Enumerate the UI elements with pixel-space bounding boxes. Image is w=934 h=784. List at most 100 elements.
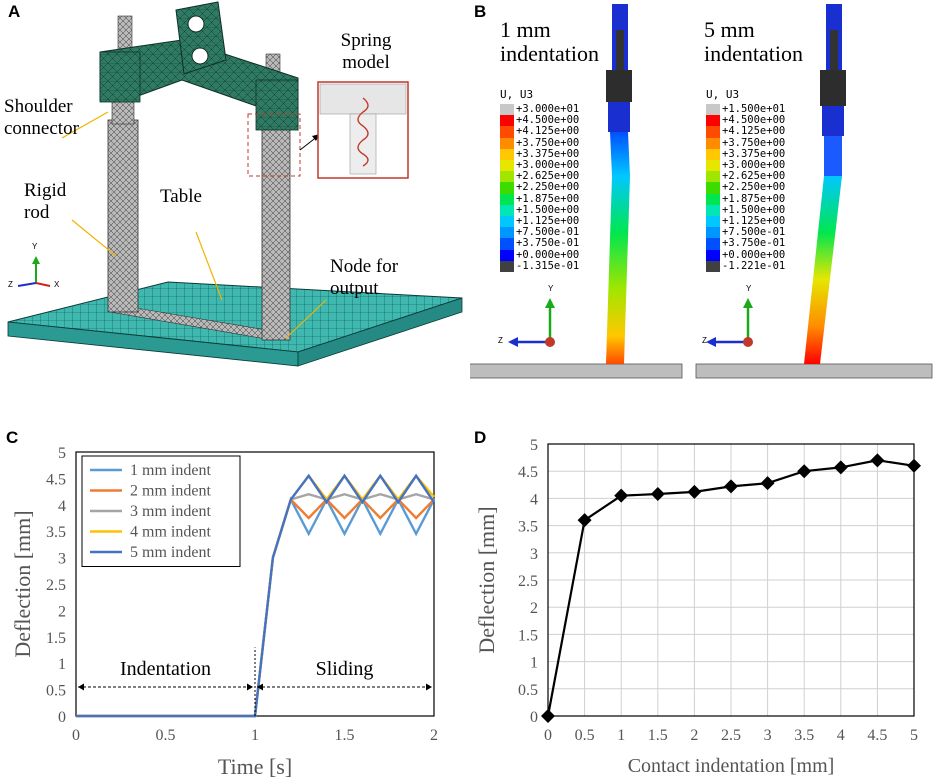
- colorbar-label: +2.250e+00: [722, 181, 786, 194]
- x-tick-label: 5: [910, 727, 918, 744]
- y-tick-label: 4: [58, 498, 66, 515]
- colorbar-level: +3.000e+00: [706, 159, 785, 172]
- colorbar-level: +2.250e+00: [706, 181, 786, 194]
- x-tick-label: 3.5: [794, 727, 814, 744]
- x-tick-label: 0.5: [156, 727, 176, 744]
- data-point-diamond: [907, 458, 921, 473]
- data-point-diamond: [833, 460, 848, 475]
- colorbar-level: -1.315e-01: [500, 259, 580, 272]
- left-rigid-rod: [107, 119, 139, 313]
- x-tick-label: 0: [544, 727, 552, 744]
- colorbar-label: +2.625e+00: [516, 170, 580, 183]
- y-tick-label: 3.5: [46, 524, 66, 541]
- colorbar-level: +3.000e+01: [500, 103, 579, 116]
- colorbar-label: +1.125e+00: [722, 215, 786, 227]
- colorbar-label: +3.750e-01: [516, 237, 580, 250]
- y-tick-label: 0: [530, 709, 538, 726]
- x-axis-label: Time [s]: [218, 754, 292, 779]
- colorbar-swatch: [706, 137, 720, 149]
- colorbar-level: +3.750e+00: [500, 137, 579, 149]
- colorbar-swatch: [500, 137, 514, 149]
- colorbar-label: -1.221e-01: [722, 259, 786, 272]
- colorbar-level: +3.375e+00: [706, 147, 786, 160]
- colorbar-label: +7.500e-01: [516, 226, 580, 239]
- arrow-head: [426, 683, 432, 691]
- colorbar-swatch: [500, 115, 514, 127]
- colorbar-swatch: [500, 126, 514, 138]
- panel-a-label-rigid-rod: Rigid rod: [24, 180, 67, 223]
- colorbar-level: +3.750e-01: [706, 237, 786, 250]
- panel-b-right-axis-y: Y: [746, 284, 752, 293]
- x-tick-label: 0.5: [575, 727, 595, 744]
- colorbar-swatch: [706, 182, 720, 194]
- x-tick-label: 2.5: [721, 727, 741, 744]
- colorbar-level: +1.500e+00: [500, 204, 579, 216]
- colorbar-label: -1.315e-01: [516, 259, 580, 272]
- colorbar-swatch: [500, 260, 514, 272]
- colorbar-level: +4.125e+00: [500, 125, 580, 138]
- data-point-diamond: [724, 479, 738, 494]
- x-axis-label: Contact indentation [mm]: [628, 755, 835, 777]
- colorbar-level: +7.500e-01: [706, 226, 785, 239]
- colorbar-swatch: [706, 104, 720, 116]
- colorbar-swatch: [706, 126, 720, 138]
- colorbar-level: +1.500e+01: [706, 103, 786, 116]
- legend-label: 1 mm indent: [130, 462, 211, 479]
- legend-label: 3 mm indent: [130, 503, 211, 520]
- panel-b-left-axis-y: Y: [548, 284, 554, 293]
- data-point-diamond: [687, 484, 702, 499]
- colorbar-level: +7.500e-01: [500, 226, 580, 239]
- colorbar-level: +4.500e+00: [706, 114, 786, 127]
- panel-label-d: D: [474, 428, 487, 447]
- colorbar-level: +3.750e-01: [500, 237, 580, 250]
- panel-a-axis-x: X: [54, 280, 60, 289]
- colorbar-label: +1.500e+01: [722, 103, 786, 115]
- colorbar-label: +3.750e+00: [722, 136, 786, 149]
- x-tick-label: 3: [764, 727, 772, 744]
- colorbar-level: +1.875e+00: [706, 193, 785, 205]
- colorbar-level: +2.625e+00: [706, 170, 785, 183]
- colorbar-level: +2.250e+00: [500, 181, 580, 194]
- y-tick-label: 1: [58, 656, 66, 673]
- x-tick-label: 2: [690, 727, 698, 744]
- annotation-sliding: Sliding: [316, 658, 374, 680]
- colorbar-label: +4.125e+00: [516, 125, 580, 138]
- colorbar-swatch: [500, 171, 514, 183]
- colorbar-level: +3.375e+00: [500, 148, 579, 160]
- colorbar-swatch: [706, 216, 720, 228]
- colorbar-swatch: [706, 227, 720, 239]
- colorbar-level: +1.125e+00: [500, 215, 579, 228]
- legend-label: 5 mm indent: [130, 544, 211, 561]
- colorbar-swatch: [706, 238, 720, 250]
- colorbar-level: +4.500e+00: [500, 114, 579, 127]
- chart-c: 0 0.5 1 1.5 2 2.5 3 3.5 4 4.5 5 0 0.5 1 1.5 2 Time [s] De…: [10, 445, 438, 779]
- colorbar-label: +1.875e+00: [516, 192, 580, 205]
- panel-a-label-spring-model: Spring model: [340, 30, 392, 73]
- colorbar-swatch: [500, 227, 514, 239]
- x-tick-label: 4.5: [867, 727, 887, 744]
- colorbar-label: +2.250e+00: [516, 181, 580, 194]
- colorbar-level: -1.221e-01: [706, 259, 786, 272]
- colorbar-level: +2.625e+00: [500, 170, 580, 183]
- x-tick-label: 4: [837, 727, 845, 744]
- colorbar-swatch: [706, 249, 720, 261]
- legend-label: 2 mm indent: [130, 483, 211, 500]
- y-tick-label: 0.5: [518, 682, 538, 699]
- data-point-diamond: [541, 709, 555, 723]
- colorbar-level: +1.125e+00: [706, 215, 786, 228]
- y-tick-label: 2: [530, 600, 538, 617]
- colorbar-label: +3.375e+00: [722, 147, 786, 160]
- colorbar-swatch: [706, 204, 720, 216]
- y-tick-label: 5: [58, 445, 66, 462]
- y-tick-label: 2.5: [46, 577, 66, 594]
- y-tick-label: 2: [58, 603, 66, 620]
- panel-b-right-legend-title: U, U3: [706, 88, 740, 101]
- panel-label-c: C: [6, 428, 19, 447]
- y-tick-label: 5: [530, 437, 538, 454]
- colorbar-label: +4.125e+00: [722, 125, 786, 138]
- colorbar-label: +4.500e+00: [722, 114, 786, 127]
- colorbar-label: +3.750e-01: [722, 237, 786, 250]
- x-tick-label: 1: [251, 727, 259, 744]
- panel-a-label-node-for-output: Node for output: [330, 256, 399, 299]
- y-tick-label: 0.5: [46, 683, 66, 700]
